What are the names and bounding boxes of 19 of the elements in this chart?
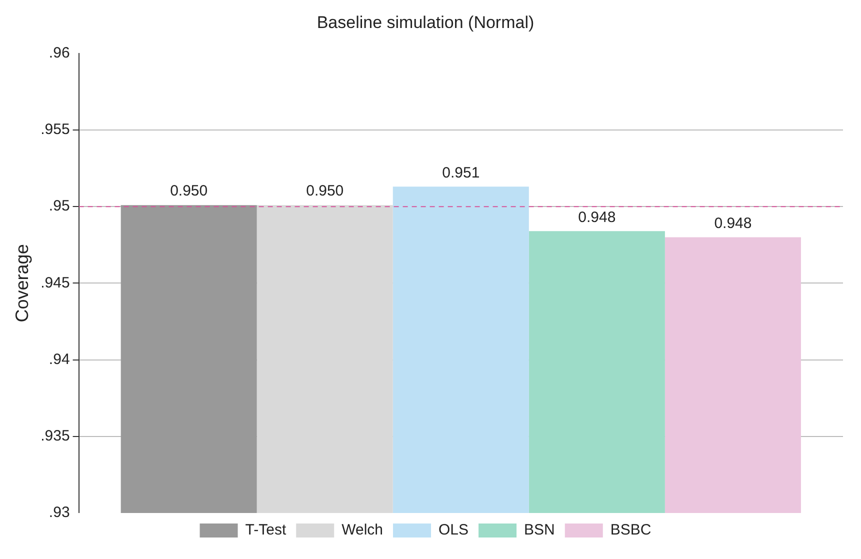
y-tick-label: .935 [40, 428, 70, 445]
data-label: 0.948 [714, 214, 752, 232]
legend-label: BSN [524, 522, 555, 539]
data-label: 0.951 [442, 164, 480, 182]
y-tick-label: .96 [48, 44, 70, 62]
legend-label: OLS [438, 522, 469, 539]
y-tick-label: .955 [40, 121, 70, 138]
y-tick-label: .93 [48, 504, 70, 522]
chart-title: Baseline simulation (Normal) [316, 12, 534, 32]
legend-label: Welch [342, 522, 384, 539]
y-tick-label: .945 [40, 274, 70, 292]
data-label: 0.950 [170, 182, 208, 200]
data-label: 0.950 [306, 182, 344, 200]
y-tick-label: .95 [48, 198, 70, 215]
y-axis-title: Coverage [12, 244, 32, 322]
legend-label: BSBC [610, 522, 652, 539]
y-tick-label: .94 [48, 350, 70, 368]
data-label: 0.948 [578, 208, 616, 226]
legend-label: T-Test [245, 522, 287, 539]
